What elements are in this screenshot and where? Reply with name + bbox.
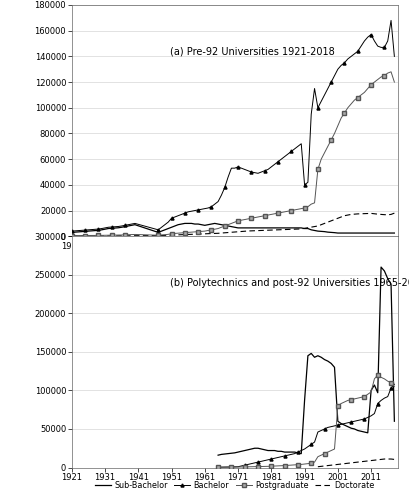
Doctorate (169, 232, 173, 238)
Text: (b) Polytechnics and post-92 Universities 1965-2018: (b) Polytechnics and post-92 Universitie… (169, 278, 409, 287)
Bachelor (311, 86, 316, 91)
Line: Doctorate: Doctorate (317, 459, 393, 466)
Postgraduate (311, 459, 316, 465)
Doctorate (371, 457, 376, 463)
Line: Postgraduate: Postgraduate (70, 70, 395, 237)
Doctorate (325, 462, 330, 468)
Sub-Bachelor (315, 228, 319, 234)
Postgraduate (321, 450, 326, 456)
Doctorate (258, 228, 263, 234)
Legend: Sub-Bachelor, Bachelor, Postgraduate, Doctorate: Sub-Bachelor, Bachelor, Postgraduate, Do… (95, 481, 373, 490)
Postgraduate (215, 464, 220, 470)
Doctorate (76, 233, 81, 239)
Bachelor (325, 86, 330, 91)
Line: Postgraduate: Postgraduate (216, 374, 395, 469)
Postgraduate (281, 462, 286, 468)
Doctorate (232, 229, 237, 235)
Doctorate (348, 460, 353, 466)
Sub-Bachelor (328, 230, 333, 235)
Legend: Sub-Bachelor, Bachelor, Postgraduate, Doctorate: Sub-Bachelor, Bachelor, Postgraduate, Do… (95, 245, 373, 254)
Doctorate (378, 456, 382, 462)
Sub-Bachelor (391, 418, 396, 424)
Doctorate (331, 462, 336, 468)
Bachelor (391, 381, 396, 387)
Sub-Bachelor (69, 230, 74, 235)
Postgraduate (325, 144, 330, 150)
Sub-Bachelor (348, 230, 353, 236)
Doctorate (358, 458, 363, 464)
Bachelor (311, 439, 316, 445)
Text: (a) Pre-92 Universities 1921-2018: (a) Pre-92 Universities 1921-2018 (169, 46, 333, 56)
Doctorate (355, 459, 360, 465)
Sub-Bachelor (321, 356, 326, 362)
Bachelor (388, 18, 393, 24)
Bachelor (245, 462, 250, 468)
Doctorate (318, 464, 323, 469)
Postgraduate (335, 403, 339, 409)
Doctorate (315, 464, 319, 469)
Postgraduate (388, 69, 393, 75)
Bachelor (215, 464, 220, 470)
Sub-Bachelor (338, 230, 343, 236)
Doctorate (374, 457, 379, 463)
Line: Sub-Bachelor: Sub-Bachelor (218, 267, 393, 455)
Postgraduate (374, 372, 379, 378)
Sub-Bachelor (378, 264, 382, 270)
Doctorate (321, 463, 326, 469)
Postgraduate (268, 212, 273, 218)
Doctorate (335, 462, 339, 468)
Line: Sub-Bachelor: Sub-Bachelor (72, 224, 393, 233)
Sub-Bachelor (272, 225, 276, 231)
Sub-Bachelor (245, 447, 250, 453)
Doctorate (384, 456, 389, 462)
Doctorate (351, 460, 356, 466)
Doctorate (381, 456, 386, 462)
Postgraduate (245, 464, 250, 470)
Doctorate (361, 458, 366, 464)
Postgraduate (391, 384, 396, 390)
Line: Bachelor: Bachelor (216, 382, 395, 468)
Bachelor (268, 164, 273, 170)
Doctorate (338, 461, 343, 467)
Bachelor (335, 422, 339, 428)
Doctorate (391, 210, 396, 216)
Doctorate (172, 232, 177, 238)
Postgraduate (391, 79, 396, 85)
Sub-Bachelor (182, 220, 187, 226)
Doctorate (391, 456, 396, 462)
Sub-Bachelor (391, 230, 396, 236)
Sub-Bachelor (311, 354, 316, 360)
Postgraduate (69, 232, 74, 238)
Bachelor (318, 428, 323, 434)
Postgraduate (311, 200, 316, 206)
Sub-Bachelor (335, 230, 339, 236)
Bachelor (321, 426, 326, 432)
Line: Doctorate: Doctorate (72, 213, 393, 236)
Bachelor (69, 228, 74, 234)
Postgraduate (328, 137, 333, 143)
Doctorate (344, 460, 349, 466)
Sub-Bachelor (318, 354, 323, 360)
Doctorate (368, 458, 373, 464)
Doctorate (69, 233, 74, 239)
Bachelor (341, 60, 346, 66)
Bachelor (391, 54, 396, 60)
Sub-Bachelor (215, 452, 220, 458)
Bachelor (328, 79, 333, 85)
Doctorate (371, 211, 376, 217)
Sub-Bachelor (281, 449, 286, 455)
Doctorate (388, 456, 393, 462)
Postgraduate (318, 452, 323, 458)
Line: Bachelor: Bachelor (70, 19, 395, 233)
Doctorate (341, 460, 346, 466)
Doctorate (328, 462, 333, 468)
Postgraduate (341, 110, 346, 116)
Bachelor (331, 72, 336, 78)
Doctorate (364, 458, 369, 464)
Sub-Bachelor (335, 418, 339, 424)
Postgraduate (331, 130, 336, 136)
Bachelor (281, 453, 286, 459)
Sub-Bachelor (331, 230, 336, 235)
